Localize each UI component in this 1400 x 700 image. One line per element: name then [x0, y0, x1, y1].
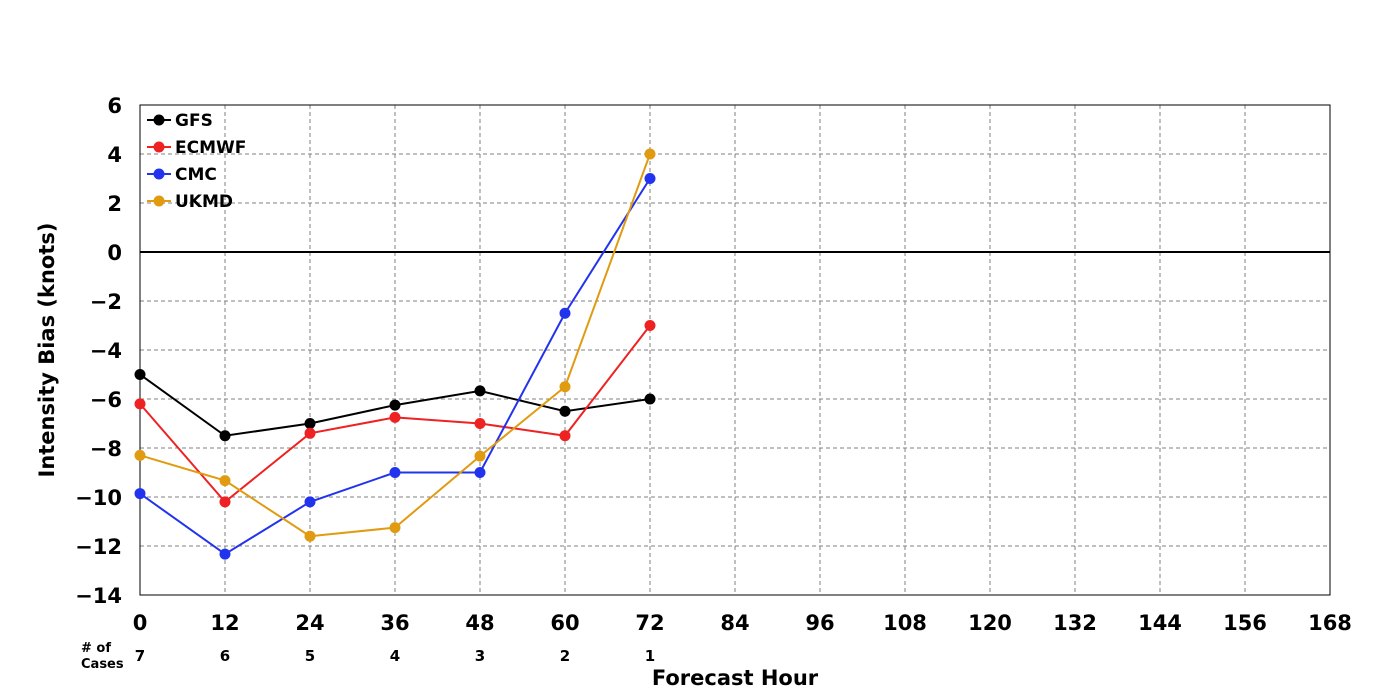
- y-tick-label: −10: [75, 486, 122, 510]
- x-tick-label: 48: [465, 611, 494, 635]
- x-tick-label: 36: [380, 611, 409, 635]
- grid-lines: [140, 105, 1330, 595]
- data-point: [559, 307, 571, 319]
- x-tick-label: 0: [133, 611, 148, 635]
- x-tick-label: 120: [968, 611, 1012, 635]
- y-tick-label: −6: [90, 388, 122, 412]
- data-point: [219, 475, 231, 487]
- y-axis-label: Intensity Bias (knots): [35, 223, 59, 478]
- data-point: [559, 430, 571, 442]
- data-point: [389, 467, 401, 478]
- case-count: 7: [135, 647, 145, 665]
- data-point: [389, 411, 401, 423]
- data-point: [134, 449, 146, 461]
- series-cmc: [134, 173, 656, 560]
- case-count: 1: [645, 647, 655, 665]
- x-tick-label: 144: [1138, 611, 1182, 635]
- x-tick-label: 24: [295, 611, 324, 635]
- y-tick-label: −4: [90, 339, 122, 363]
- x-tick-label: 96: [805, 611, 834, 635]
- data-point: [219, 496, 231, 508]
- x-tick-label: 168: [1308, 611, 1352, 635]
- y-tick-labels: 6 4 2 0 −2 −4 −6 −8 −10 −12 −14: [75, 94, 122, 608]
- data-point: [559, 381, 571, 393]
- legend-label: CMC: [175, 165, 217, 185]
- legend-marker: [153, 141, 165, 153]
- data-point: [134, 398, 146, 410]
- y-tick-label: −14: [75, 584, 122, 608]
- x-tick-label: 12: [210, 611, 239, 635]
- data-point: [134, 369, 146, 380]
- data-point: [644, 173, 656, 184]
- x-tick-label: 156: [1223, 611, 1267, 635]
- legend-item-cmc: CMC: [147, 165, 217, 185]
- data-point: [474, 418, 486, 429]
- legend-label: GFS: [175, 111, 213, 131]
- case-count: 2: [560, 647, 570, 665]
- data-point: [304, 530, 316, 542]
- data-point: [304, 496, 316, 508]
- data-point: [134, 488, 146, 500]
- legend-label: ECMWF: [175, 138, 246, 158]
- data-point: [304, 427, 316, 439]
- series-lines: [134, 148, 656, 560]
- series-gfs: [134, 369, 656, 442]
- series-ecmwf: [134, 320, 656, 508]
- data-point: [474, 385, 486, 397]
- x-tick-label: 60: [550, 611, 579, 635]
- x-tick-label: 72: [635, 611, 664, 635]
- legend-marker: [153, 114, 165, 126]
- data-point: [474, 450, 486, 462]
- x-axis-label: Forecast Hour: [652, 666, 819, 690]
- data-point: [219, 430, 231, 442]
- y-tick-label: 4: [107, 143, 122, 167]
- legend: GFS ECMWF CMC UKMD: [147, 111, 246, 212]
- data-point: [644, 320, 656, 331]
- legend-item-gfs: GFS: [147, 111, 213, 131]
- data-point: [304, 418, 316, 429]
- x-tick-label: 84: [720, 611, 749, 635]
- y-tick-label: −2: [90, 290, 122, 314]
- x-tick-labels: 0 12 24 36 48 60 72 84 96 108 120 132 144 156 168: [133, 611, 1352, 635]
- data-point: [474, 467, 486, 478]
- legend-marker: [153, 195, 165, 207]
- x-tick-label: 132: [1053, 611, 1097, 635]
- case-count: 6: [220, 647, 230, 665]
- cases-label-line1: # of: [81, 641, 111, 656]
- plot-frame: [139, 104, 1331, 596]
- case-count: 5: [305, 647, 315, 665]
- case-count: 3: [475, 647, 485, 665]
- data-point: [219, 548, 231, 560]
- data-point: [644, 393, 656, 405]
- x-tick-label: 108: [883, 611, 927, 635]
- case-count: 4: [390, 647, 400, 665]
- cases-label-line2: Cases: [81, 657, 124, 672]
- data-point: [389, 399, 401, 411]
- legend-marker: [153, 168, 165, 180]
- y-tick-label: 0: [107, 241, 122, 265]
- legend-item-ecmwf: ECMWF: [147, 138, 246, 158]
- y-tick-label: −8: [90, 437, 122, 461]
- data-point: [389, 522, 401, 534]
- legend-label: UKMD: [175, 192, 233, 212]
- y-tick-label: 6: [107, 94, 122, 118]
- y-tick-label: −12: [75, 535, 122, 559]
- data-point: [644, 148, 656, 160]
- y-tick-label: 2: [107, 192, 122, 216]
- legend-item-ukmd: UKMD: [147, 192, 233, 212]
- data-point: [559, 405, 571, 417]
- cases-row: # of Cases 7 6 5 4 3 2 1: [81, 641, 655, 672]
- series-ukmd: [134, 148, 656, 542]
